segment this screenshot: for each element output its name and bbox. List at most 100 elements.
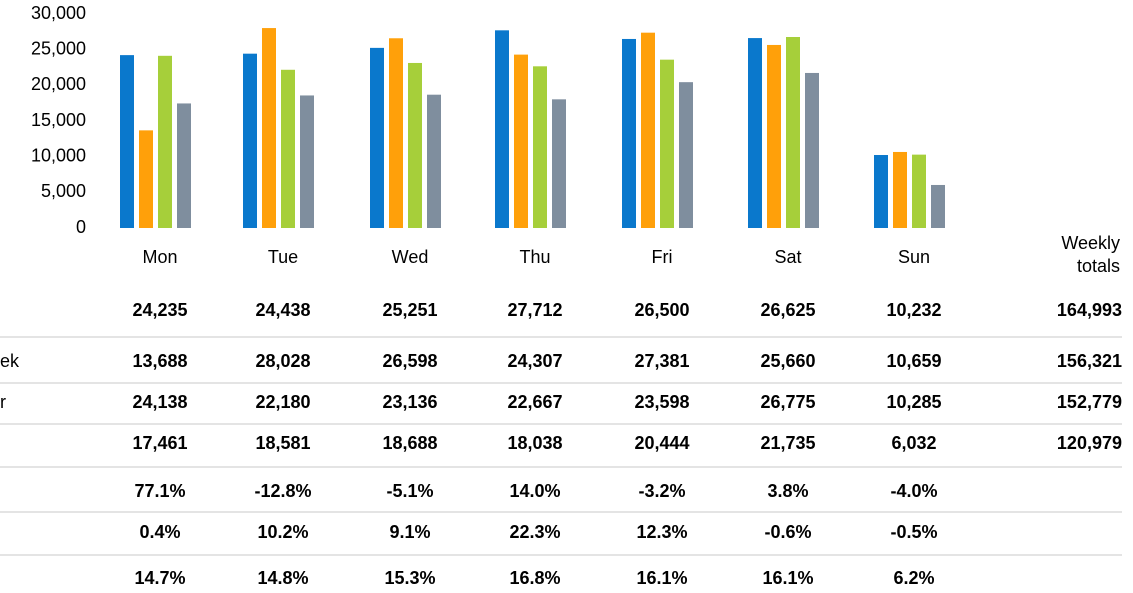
bar [533, 66, 547, 228]
bar [370, 47, 384, 228]
bar [767, 44, 781, 229]
row-total: 152,779 [1057, 392, 1122, 412]
table-value: 27,381 [634, 351, 689, 371]
table-value: 24,235 [132, 300, 187, 320]
table-value: 18,688 [382, 433, 437, 453]
percent-value: 14.7% [134, 568, 185, 588]
percent-value: 16.8% [509, 568, 560, 588]
percent-value: 9.1% [389, 522, 430, 542]
percent-value: -0.5% [890, 522, 937, 542]
x-tick-label: Fri [652, 247, 673, 267]
bar [805, 72, 819, 228]
table-value: 20,444 [634, 433, 689, 453]
row-label: ek [0, 351, 20, 371]
y-tick-label: 20,000 [31, 74, 86, 94]
y-tick-label: 30,000 [31, 3, 86, 23]
table-value: 21,735 [760, 433, 815, 453]
bar [300, 95, 314, 228]
table-value: 26,500 [634, 300, 689, 320]
table-value: 25,251 [382, 300, 437, 320]
x-tick-label: Thu [519, 247, 550, 267]
percent-value: 77.1% [134, 481, 185, 501]
bar [495, 30, 509, 229]
table-value: 25,660 [760, 351, 815, 371]
bar [120, 55, 134, 229]
bar [552, 99, 566, 228]
totals-header: totals [1077, 256, 1120, 276]
percent-value: 15.3% [384, 568, 435, 588]
table-value: 18,038 [507, 433, 562, 453]
table-value: 27,712 [507, 300, 562, 320]
table-value: 24,138 [132, 392, 187, 412]
percent-value: 16.1% [636, 568, 687, 588]
bar [748, 38, 762, 229]
table-value: 23,136 [382, 392, 437, 412]
table-value: 26,625 [760, 300, 815, 320]
table-value: 10,232 [886, 300, 941, 320]
bar [139, 130, 153, 228]
totals-header: Weekly [1061, 233, 1120, 253]
x-tick-label: Sat [774, 247, 801, 267]
bar [514, 54, 528, 229]
bar [786, 37, 800, 228]
percent-value: 16.1% [762, 568, 813, 588]
percent-value: 12.3% [636, 522, 687, 542]
bar [874, 155, 888, 228]
percent-value: 22.3% [509, 522, 560, 542]
percent-value: 14.0% [509, 481, 560, 501]
table-value: 22,180 [255, 392, 310, 412]
table-value: 23,598 [634, 392, 689, 412]
x-tick-label: Wed [392, 247, 429, 267]
table-value: 18,581 [255, 433, 310, 453]
percent-value: -5.1% [386, 481, 433, 501]
row-total: 120,979 [1057, 433, 1122, 453]
table-value: 6,032 [891, 433, 936, 453]
percent-value: 14.8% [257, 568, 308, 588]
table-value: 22,667 [507, 392, 562, 412]
bar [641, 32, 655, 228]
percent-value: 3.8% [767, 481, 808, 501]
bar [893, 151, 907, 228]
y-tick-label: 0 [76, 217, 86, 237]
y-tick-label: 5,000 [41, 181, 86, 201]
row-label: r [0, 392, 6, 412]
percent-value: -12.8% [254, 481, 311, 501]
bar [622, 38, 636, 228]
bar [243, 53, 257, 228]
bar [931, 184, 945, 228]
table-value: 26,598 [382, 351, 437, 371]
y-tick-label: 15,000 [31, 110, 86, 130]
table-value: 26,775 [760, 392, 815, 412]
table-value: 17,461 [132, 433, 187, 453]
bar [679, 82, 693, 228]
bar [281, 69, 295, 228]
x-tick-label: Sun [898, 247, 930, 267]
bar [427, 94, 441, 229]
bar [158, 55, 172, 229]
y-tick-label: 10,000 [31, 145, 86, 165]
table-value: 24,438 [255, 300, 310, 320]
bar [262, 28, 276, 229]
row-total: 156,321 [1057, 351, 1122, 371]
percent-value: -3.2% [638, 481, 685, 501]
table-value: 28,028 [255, 351, 310, 371]
bar [660, 59, 674, 228]
x-tick-label: Mon [142, 247, 177, 267]
bar [177, 103, 191, 228]
bar [408, 62, 422, 229]
bar [912, 154, 926, 228]
percent-value: 6.2% [893, 568, 934, 588]
percent-value: -0.6% [764, 522, 811, 542]
table-value: 24,307 [507, 351, 562, 371]
table-value: 10,659 [886, 351, 941, 371]
bar [389, 38, 403, 228]
row-total: 164,993 [1057, 300, 1122, 320]
percent-value: 0.4% [139, 522, 180, 542]
y-tick-label: 25,000 [31, 38, 86, 58]
percent-value: 10.2% [257, 522, 308, 542]
x-tick-label: Tue [268, 247, 298, 267]
table-value: 13,688 [132, 351, 187, 371]
table-value: 10,285 [886, 392, 941, 412]
percent-value: -4.0% [890, 481, 937, 501]
